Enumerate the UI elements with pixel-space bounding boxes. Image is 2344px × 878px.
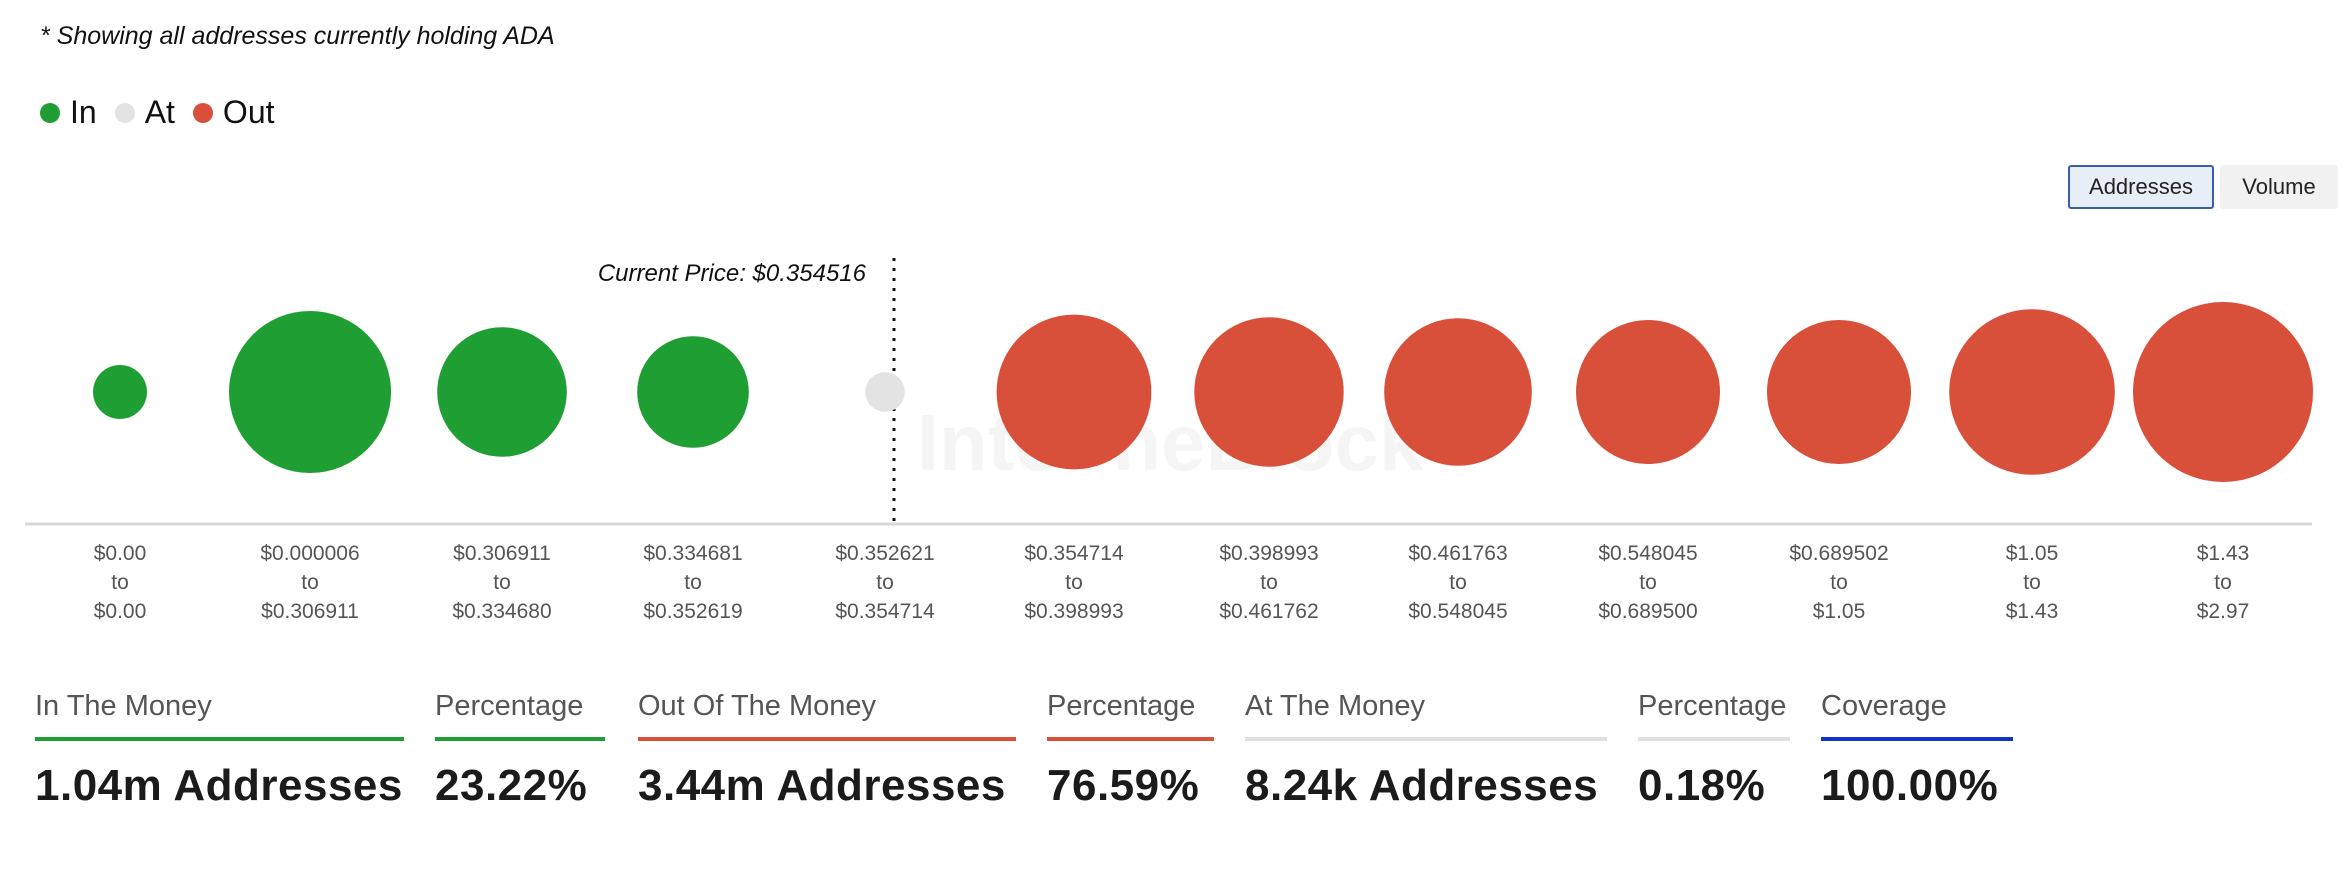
stat-label: Percentage — [1047, 690, 1196, 722]
tick-label-to-value: $0.306911 — [261, 600, 359, 623]
tick-label-to-value: $0.354714 — [835, 600, 935, 623]
tick-label-to: to — [1449, 571, 1467, 594]
stat-coverage: Coverage 100.00% — [1821, 690, 2013, 811]
legend-dot-out — [192, 102, 213, 123]
stat-underline — [638, 737, 1016, 741]
tick-label-to: to — [2023, 571, 2041, 594]
stat-underline — [1047, 737, 1214, 741]
tick-label-from: $0.548045 — [1598, 542, 1697, 565]
stat-at-the-money: At The Money 8.24k Addresses — [1245, 690, 1607, 811]
bubble-out[interactable] — [1767, 320, 1911, 464]
legend-label: At — [144, 94, 175, 130]
stat-in-the-money: In The Money 1.04m Addresses — [35, 690, 404, 811]
stat-underline — [35, 737, 404, 741]
tick-label-from: $0.334681 — [643, 542, 742, 565]
stat-underline — [435, 737, 605, 741]
legend-label: Out — [222, 94, 275, 130]
tick-label-to: to — [1639, 571, 1657, 594]
stat-percentage: Percentage 23.22% — [435, 690, 605, 811]
legend: In At Out — [40, 94, 293, 131]
tick-label-from: $0.398993 — [1219, 542, 1318, 565]
bubble-in[interactable] — [93, 365, 147, 419]
current-price-label: Current Price: $0.354516 — [598, 260, 867, 287]
bubble-in[interactable] — [437, 327, 567, 457]
bubble-out[interactable] — [1949, 309, 2115, 475]
tick-label-from: $0.689502 — [1789, 542, 1888, 565]
bubble-out[interactable] — [1384, 318, 1532, 466]
tick-label-to-value: $1.43 — [2006, 600, 2059, 623]
tick-label-to-value: $2.97 — [2197, 600, 2250, 623]
tick-label-to-value: $0.461762 — [1219, 600, 1318, 623]
stat-value: 100.00% — [1821, 761, 1999, 810]
tick-label-from: $0.306911 — [453, 542, 551, 565]
stat-percentage: Percentage 76.59% — [1047, 690, 1214, 811]
tick-label-from: $1.43 — [2197, 542, 2250, 565]
stat-label: Coverage — [1821, 690, 1947, 722]
tick-label-from: $0.461763 — [1408, 542, 1507, 565]
bubble-at[interactable] — [865, 372, 905, 412]
watermark-logo: IntoTheBlock — [917, 398, 1424, 487]
legend-item-in[interactable]: In — [40, 94, 97, 131]
chart-subtitle: * Showing all addresses currently holdin… — [40, 22, 555, 50]
tick-label-from: $0.354714 — [1024, 542, 1124, 565]
tick-label-from: $0.000006 — [260, 542, 359, 565]
stat-underline — [1821, 737, 2013, 741]
stat-label: Out Of The Money — [638, 690, 877, 722]
tick-label-from: $1.05 — [2006, 542, 2059, 565]
stat-value: 8.24k Addresses — [1245, 761, 1599, 810]
tick-label-to: to — [684, 571, 702, 594]
legend-dot-in — [40, 102, 60, 123]
bubble-in[interactable] — [229, 311, 391, 473]
tick-label-to-value: $0.548045 — [1408, 600, 1507, 623]
tick-label-to-value: $0.689500 — [1598, 600, 1697, 623]
tick-label-from: $0.00 — [94, 542, 147, 565]
stat-label: Percentage — [435, 690, 584, 722]
bubble-out[interactable] — [996, 314, 1152, 470]
legend-label: In — [70, 94, 97, 130]
tick-label-to: to — [111, 571, 129, 594]
stat-percentage: Percentage 0.18% — [1638, 690, 1790, 811]
tick-label-to: to — [2214, 571, 2232, 594]
tick-label-to-value: $0.00 — [94, 600, 147, 623]
tick-label-to: to — [1065, 571, 1083, 594]
bubble-out[interactable] — [1576, 320, 1720, 464]
bubble-chart: IntoTheBlock Current Price: $0.354516 $0… — [25, 258, 2313, 623]
tick-label-to-value: $0.398993 — [1024, 600, 1123, 623]
stat-value: 1.04m Addresses — [35, 761, 403, 810]
stat-value: 0.18% — [1638, 761, 1766, 810]
tick-label-to-value: $0.352619 — [643, 600, 742, 623]
stat-label: In The Money — [35, 690, 212, 722]
stat-label: At The Money — [1245, 690, 1426, 722]
tick-label-to: to — [1260, 571, 1278, 594]
tick-label-to-value: $0.334680 — [452, 600, 551, 623]
addresses-toggle-button[interactable]: Addresses — [2068, 165, 2214, 209]
bubble-out[interactable] — [2133, 302, 2313, 482]
stat-out-of-the-money: Out Of The Money 3.44m Addresses — [638, 690, 1016, 811]
stat-underline — [1245, 737, 1607, 741]
legend-dot-at — [114, 102, 135, 123]
stat-underline — [1638, 737, 1790, 741]
tick-label-to: to — [493, 571, 511, 594]
tick-label-from: $0.352621 — [835, 542, 934, 565]
volume-toggle-button[interactable]: Volume — [2220, 165, 2338, 209]
legend-item-at[interactable]: At — [114, 94, 175, 131]
bubble-out[interactable] — [1194, 317, 1344, 467]
stat-value: 76.59% — [1047, 761, 1200, 810]
tick-label-to: to — [301, 571, 319, 594]
stat-value: 3.44m Addresses — [638, 761, 1006, 810]
stat-value: 23.22% — [435, 761, 588, 810]
bubble-in[interactable] — [637, 336, 749, 448]
tick-label-to: to — [876, 571, 894, 594]
tick-label-to-value: $1.05 — [1813, 600, 1866, 623]
legend-item-out[interactable]: Out — [192, 94, 275, 131]
tick-label-to: to — [1830, 571, 1848, 594]
stat-label: Percentage — [1638, 690, 1787, 722]
